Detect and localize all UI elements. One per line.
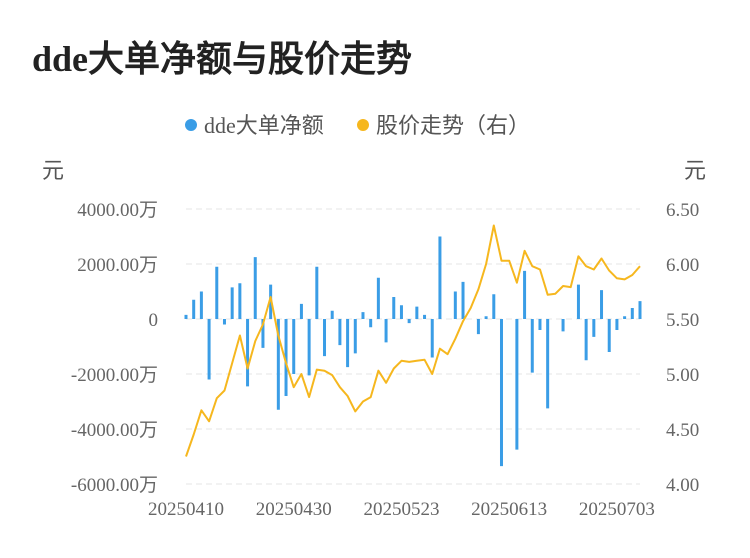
bar [407, 319, 411, 324]
legend-marker [185, 119, 197, 131]
bar [484, 316, 488, 319]
bar [423, 314, 427, 319]
right-tick-label: 6.50 [666, 200, 699, 221]
bar [338, 319, 342, 346]
left-tick-label: -2000.00万 [71, 365, 158, 386]
x-tick-label: 20250613 [471, 499, 547, 520]
right-tick-label: 6.00 [666, 255, 699, 276]
bar [476, 319, 480, 335]
bar [346, 319, 350, 368]
bar [299, 303, 303, 319]
bar [392, 297, 396, 319]
right-tick-label: 5.00 [666, 365, 699, 386]
bar [253, 257, 257, 319]
right-tick-label: 5.50 [666, 310, 699, 331]
bar [576, 284, 580, 319]
x-tick-label: 20250410 [148, 499, 224, 520]
bar [623, 316, 627, 319]
bar [353, 319, 357, 354]
bar [230, 287, 234, 319]
bar [607, 319, 611, 352]
bar [499, 319, 503, 467]
bar [561, 319, 565, 332]
right-tick-label: 4.00 [666, 475, 699, 496]
left-tick-label: 2000.00万 [77, 255, 158, 276]
bar [584, 319, 588, 361]
bar [384, 319, 388, 343]
bar [307, 319, 311, 376]
bar [361, 312, 365, 319]
bar [261, 319, 265, 348]
bar [523, 270, 527, 319]
bar [315, 266, 319, 319]
bar [530, 319, 534, 373]
bar [430, 319, 434, 358]
x-tick-label: 20250703 [579, 499, 655, 520]
bar [369, 319, 373, 328]
bar [330, 310, 334, 319]
x-axis-ticks: 20250410 20250430 20250523 20250613 20250703 [148, 499, 655, 520]
bar [284, 319, 288, 396]
bar [492, 294, 496, 319]
left-tick-label: -6000.00万 [71, 475, 158, 496]
bar [222, 319, 226, 325]
left-axis-unit: 元 [42, 158, 64, 183]
legend-label: 股价走势（右） [376, 113, 530, 138]
bar [515, 319, 519, 450]
bar [415, 306, 419, 319]
bar [199, 291, 203, 319]
bar [215, 266, 219, 319]
bar [453, 291, 457, 319]
bar [246, 319, 250, 387]
left-tick-label: -4000.00万 [71, 420, 158, 441]
legend-marker [357, 119, 369, 131]
bar [592, 319, 596, 337]
chart-title: dde大单净额与股价走势 [32, 39, 413, 79]
bar [192, 299, 196, 319]
bar [238, 283, 242, 319]
bar [546, 319, 550, 409]
bar [461, 281, 465, 319]
line-series [185, 224, 641, 457]
price-line [185, 224, 641, 457]
bar [323, 319, 327, 357]
bar [276, 319, 280, 410]
left-tick-label: 4000.00万 [77, 200, 158, 221]
x-tick-label: 20250523 [363, 499, 439, 520]
bar [600, 290, 604, 319]
x-tick-label: 20250430 [256, 499, 332, 520]
bar-series [184, 236, 642, 467]
right-axis-ticks: 6.50 6.00 5.50 5.00 4.50 4.00 [666, 200, 699, 496]
left-tick-label: 0 [149, 310, 159, 331]
bar [630, 308, 634, 319]
bar [615, 319, 619, 330]
legend-label: dde大单净额 [204, 113, 324, 138]
bar [438, 236, 442, 319]
bar [207, 319, 211, 380]
bar [184, 314, 188, 319]
bar [399, 305, 403, 319]
right-axis-unit: 元 [684, 158, 706, 183]
right-tick-label: 4.50 [666, 420, 699, 441]
bar [376, 277, 380, 319]
legend: dde大单净额 股价走势（右） [185, 113, 530, 138]
bar [538, 319, 542, 330]
left-axis-ticks: 4000.00万 2000.00万 0 -2000.00万 -4000.00万 -6000… [71, 200, 158, 496]
bar [292, 319, 296, 374]
bar [638, 301, 642, 319]
